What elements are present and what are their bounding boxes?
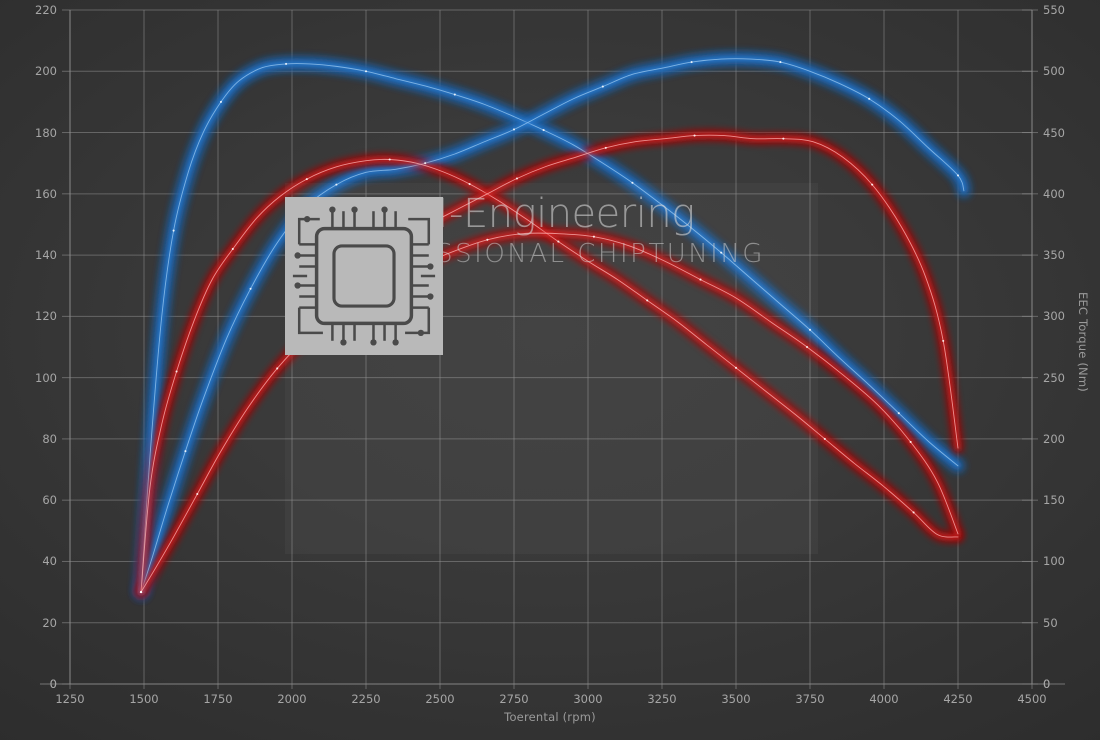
- y-tick-180: 180: [35, 125, 57, 140]
- y-axis-zero-right: 0: [1043, 677, 1051, 691]
- y-tick-60: 60: [42, 493, 57, 508]
- y2-tick-150: 150: [1043, 493, 1065, 508]
- y-tick-100: 100: [35, 370, 57, 385]
- x-tick-2750: 2750: [499, 692, 529, 706]
- x-tick-4000: 4000: [869, 692, 899, 706]
- y-tick-200: 200: [35, 64, 57, 79]
- y2-tick-100: 100: [1043, 554, 1065, 569]
- x-tick-2500: 2500: [425, 692, 455, 706]
- x-tick-4250: 4250: [943, 692, 973, 706]
- y-tick-140: 140: [35, 248, 57, 263]
- y-tick-40: 40: [42, 554, 57, 569]
- y2-tick-550: 550: [1043, 3, 1065, 17]
- y2-tick-350: 350: [1043, 248, 1065, 263]
- x-tick-1500: 1500: [129, 692, 159, 706]
- curve-line-layer: [139, 57, 966, 594]
- y-axis-right-title: EEC Torque (Nm): [1076, 292, 1090, 392]
- y-tick-80: 80: [42, 431, 57, 446]
- y2-tick-450: 450: [1043, 125, 1065, 140]
- y-tick-220: 220: [35, 3, 57, 17]
- y-tick-0: 0: [49, 677, 57, 691]
- x-tick-3500: 3500: [721, 692, 751, 706]
- y2-tick-200: 200: [1043, 431, 1065, 446]
- y-tick-160: 160: [35, 186, 57, 201]
- y2-tick-50: 50: [1043, 615, 1058, 630]
- grid-lines: [40, 9, 1065, 689]
- y-tick-120: 120: [35, 309, 57, 324]
- data-point-markers: [139, 61, 960, 594]
- y-tick-20: 20: [42, 615, 57, 630]
- y2-tick-250: 250: [1043, 370, 1065, 385]
- y-axis-zero-left: 0: [49, 677, 57, 691]
- x-axis-title: Toerental (rpm): [504, 710, 596, 724]
- y2-tick-400: 400: [1043, 186, 1065, 201]
- x-tick-4500: 4500: [1017, 692, 1047, 706]
- x-tick-2000: 2000: [277, 692, 307, 706]
- x-tick-3250: 3250: [647, 692, 677, 706]
- y2-tick-500: 500: [1043, 64, 1065, 79]
- x-tick-1250: 1250: [55, 692, 85, 706]
- x-tick-2250: 2250: [351, 692, 381, 706]
- y2-tick-0: 0: [1043, 677, 1051, 691]
- curve-glow-layer: [135, 53, 970, 598]
- x-tick-3750: 3750: [795, 692, 825, 706]
- x-tick-1750: 1750: [203, 692, 233, 706]
- y2-tick-300: 300: [1043, 309, 1065, 324]
- x-tick-3000: 3000: [573, 692, 603, 706]
